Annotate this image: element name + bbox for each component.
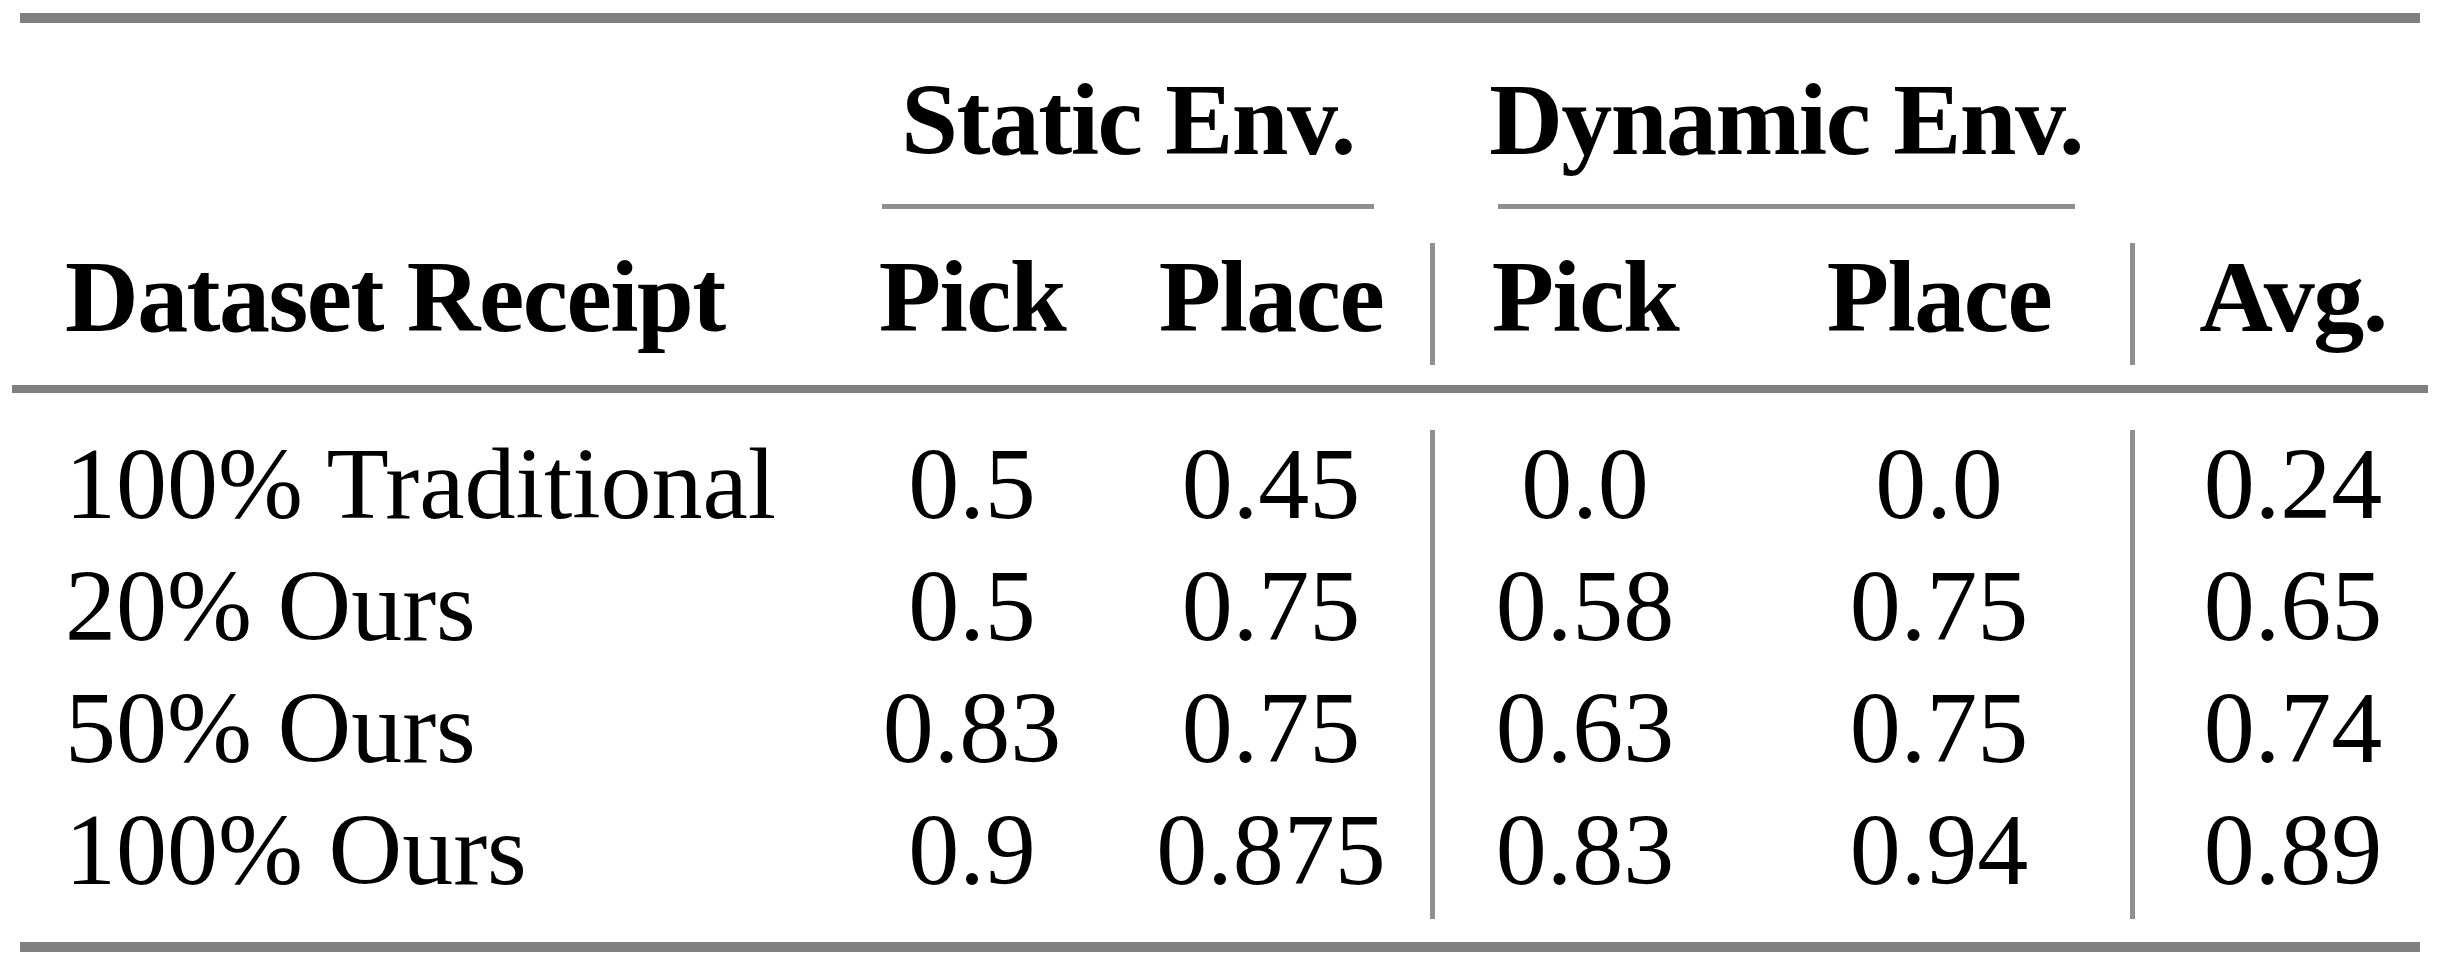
group-header-static-env: Static Env. <box>901 69 1355 171</box>
cell-static-pick: 0.9 <box>908 799 1036 901</box>
group-header-dynamic-env: Dynamic Env. <box>1489 69 2083 171</box>
cell-avg: 0.65 <box>2204 555 2383 657</box>
cell-avg: 0.74 <box>2204 677 2383 779</box>
cell-dynamic-place: 0.94 <box>1850 799 2029 901</box>
cell-dynamic-pick: 0.83 <box>1496 799 1675 901</box>
cell-dynamic-place: 0.75 <box>1850 555 2029 657</box>
table-top-rule <box>20 13 2420 23</box>
cell-avg: 0.89 <box>2204 799 2383 901</box>
separator-static-dynamic-header <box>1430 243 1435 365</box>
dynamic-env-underline <box>1498 204 2075 209</box>
cell-static-pick: 0.5 <box>908 555 1036 657</box>
cell-dynamic-pick: 0.0 <box>1521 433 1649 535</box>
cell-dynamic-place: 0.75 <box>1850 677 2029 779</box>
cell-static-place: 0.45 <box>1182 433 1361 535</box>
row-label: 50% Ours <box>65 677 476 779</box>
separator-dynamic-avg-body <box>2130 430 2135 919</box>
cell-static-pick: 0.83 <box>883 677 1062 779</box>
static-env-underline <box>882 204 1374 209</box>
cell-static-place: 0.875 <box>1156 799 1386 901</box>
results-table: Static Env. Dynamic Env. Dataset Receipt… <box>0 0 2440 966</box>
cell-dynamic-pick: 0.58 <box>1496 555 1675 657</box>
cell-dynamic-place: 0.0 <box>1875 433 2003 535</box>
separator-dynamic-avg-header <box>2130 243 2135 365</box>
column-header-dynamic-pick: Pick <box>1492 246 1679 348</box>
cell-static-pick: 0.5 <box>908 433 1036 535</box>
cell-dynamic-pick: 0.63 <box>1496 677 1675 779</box>
column-header-static-place: Place <box>1159 246 1384 348</box>
cell-static-place: 0.75 <box>1182 677 1361 779</box>
column-header-dynamic-place: Place <box>1827 246 2052 348</box>
cell-static-place: 0.75 <box>1182 555 1361 657</box>
separator-static-dynamic-body <box>1430 430 1435 919</box>
column-header-avg: Avg. <box>2199 246 2386 348</box>
row-label: 20% Ours <box>65 555 476 657</box>
column-header-static-pick: Pick <box>879 246 1066 348</box>
row-label: 100% Traditional <box>65 433 776 535</box>
cell-avg: 0.24 <box>2204 433 2383 535</box>
table-header-rule <box>12 385 2428 393</box>
column-header-dataset-receipt: Dataset Receipt <box>65 246 725 348</box>
table-bottom-rule <box>20 942 2420 952</box>
row-label: 100% Ours <box>65 799 527 901</box>
